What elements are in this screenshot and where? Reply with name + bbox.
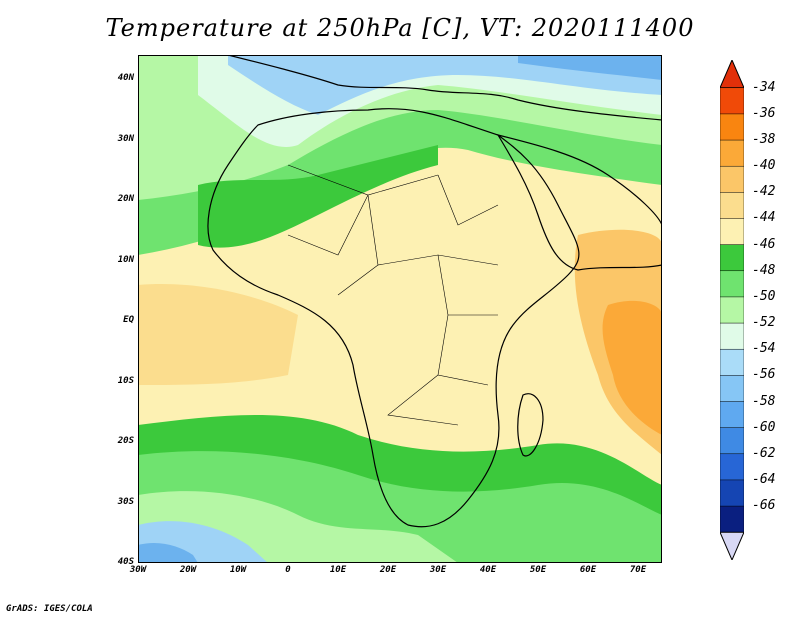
colorbar-label: -56 xyxy=(752,367,776,383)
colorbar-swatch xyxy=(720,322,744,350)
temperature-map xyxy=(138,55,662,563)
colorbar-label: -46 xyxy=(752,236,776,252)
field-north-blue xyxy=(228,55,662,115)
credit-text: GrADS: IGES/COLA xyxy=(6,604,93,614)
lon-tick-label: 40E xyxy=(479,565,497,575)
colorbar-swatch xyxy=(720,87,744,115)
field-south-deepblue xyxy=(138,543,198,563)
lat-tick-label: 40N xyxy=(117,73,134,83)
lon-tick-label: 30W xyxy=(129,565,147,575)
colorbar-label: -38 xyxy=(752,132,776,148)
colorbar-label: -36 xyxy=(752,105,776,121)
lat-tick-label: 20N xyxy=(117,194,134,204)
europe-coastline xyxy=(227,55,662,121)
lat-tick-label: 20S xyxy=(117,436,134,446)
lat-tick-label: 30N xyxy=(117,133,134,144)
colorbar-swatch xyxy=(720,244,744,272)
colorbar-label: -50 xyxy=(752,288,776,304)
lon-tick-label: 0 xyxy=(285,565,291,575)
colorbar-swatch xyxy=(720,296,744,324)
lon-tick-label: 70E xyxy=(629,565,647,575)
country-borders xyxy=(287,164,499,426)
colorbar-label: -66 xyxy=(752,498,776,514)
arabia-coastline xyxy=(496,134,662,271)
colorbar-label: -44 xyxy=(752,210,776,226)
colorbar-swatch xyxy=(720,427,744,455)
lon-tick-label: 20E xyxy=(379,565,397,575)
lon-tick-label: 20W xyxy=(179,565,197,575)
lon-tick-label: 10W xyxy=(229,565,247,575)
colorbar-swatch xyxy=(720,139,744,167)
colorbar-label: -40 xyxy=(752,158,776,174)
colorbar-swatch xyxy=(720,505,744,533)
colorbar-bottom-arrow xyxy=(720,531,744,560)
colorbar-swatch xyxy=(720,401,744,429)
colorbar-label: -64 xyxy=(752,471,776,487)
coastlines xyxy=(207,55,662,528)
lat-tick-label: EQ xyxy=(123,315,134,325)
colorbar-swatch xyxy=(720,192,744,220)
colorbar-label: -58 xyxy=(752,393,776,409)
colorbar-label: -52 xyxy=(752,315,776,331)
colorbar-label: -48 xyxy=(752,262,776,278)
colorbar-swatch xyxy=(720,479,744,507)
lon-tick-label: 60E xyxy=(579,565,597,575)
field-west-green xyxy=(198,145,438,248)
colorbar-label: -60 xyxy=(752,419,776,435)
lat-tick-label: 40S xyxy=(117,557,134,567)
lat-tick-label: 10S xyxy=(117,375,134,386)
lon-tick-label: 30E xyxy=(429,565,447,575)
colorbar-swatch xyxy=(720,165,744,194)
madagascar-coastline xyxy=(517,393,544,457)
colorbar-swatch xyxy=(720,270,744,298)
colorbar-swatch xyxy=(720,453,744,481)
field-east-darkorange xyxy=(602,300,662,435)
colorbar-label: -54 xyxy=(752,341,776,357)
map-frame xyxy=(138,55,662,563)
lon-tick-label: 50E xyxy=(529,565,547,575)
colorbar-label: -62 xyxy=(752,445,776,461)
colorbar-swatch xyxy=(720,348,744,377)
colorbar-swatch xyxy=(720,218,744,246)
border-lines xyxy=(287,164,499,426)
colorbar-swatch xyxy=(720,113,744,141)
colorbar-label: -34 xyxy=(752,79,776,95)
colorbar-top-arrow xyxy=(720,60,744,89)
field-north-deepblue xyxy=(518,55,662,80)
field-west-orange xyxy=(138,284,298,385)
map-title: Temperature at 250hPa [C], VT: 202011140… xyxy=(105,14,695,42)
colorbar-swatch xyxy=(720,375,744,403)
colorbar-label: -42 xyxy=(752,184,776,200)
colorbar xyxy=(720,60,744,560)
lat-tick-label: 10N xyxy=(117,254,134,265)
lat-tick-label: 30S xyxy=(117,496,134,507)
lon-tick-label: 10E xyxy=(329,565,347,575)
